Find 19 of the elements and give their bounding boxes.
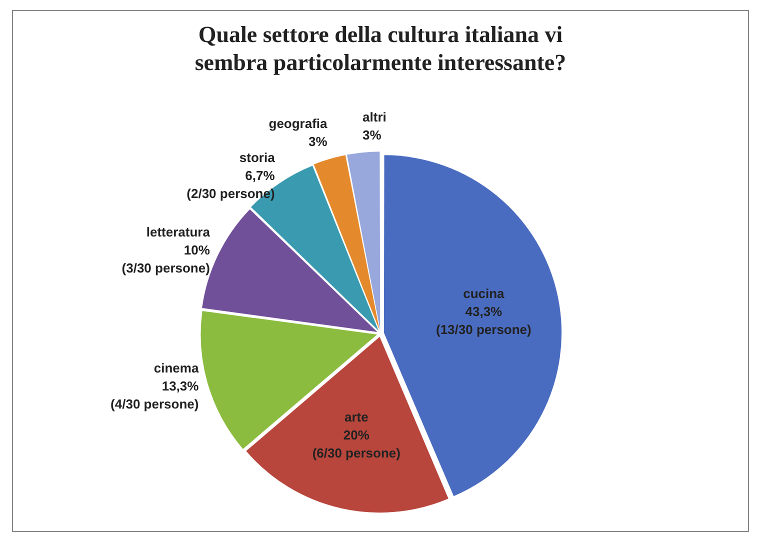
data-label: 6,7% — [245, 168, 276, 183]
data-label: 3% — [362, 127, 382, 142]
slice-label: letteratura — [146, 224, 211, 240]
slice-label: arte — [344, 410, 368, 425]
data-label: 13,3% — [162, 378, 200, 394]
text: (4/30 persone) — [110, 396, 199, 412]
data-label: 43,3% — [465, 304, 503, 320]
slice-label: altri — [362, 109, 386, 124]
slice-label: cinema — [154, 360, 200, 376]
text: (13/30 persone) — [436, 322, 532, 338]
data-label: 3% — [308, 134, 328, 150]
slice-label: storia — [239, 150, 276, 165]
chart-title: Quale settore della cultura italiana vi sembra particolarmente interessante? — [194, 21, 568, 77]
slice-label: geografia — [268, 116, 328, 132]
data-label: 20% — [343, 428, 370, 443]
data-label: 10% — [184, 242, 210, 258]
text: (6/30 persone) — [312, 446, 400, 461]
text: (3/30 persone) — [122, 260, 210, 276]
slice-label: cucina — [463, 286, 506, 302]
